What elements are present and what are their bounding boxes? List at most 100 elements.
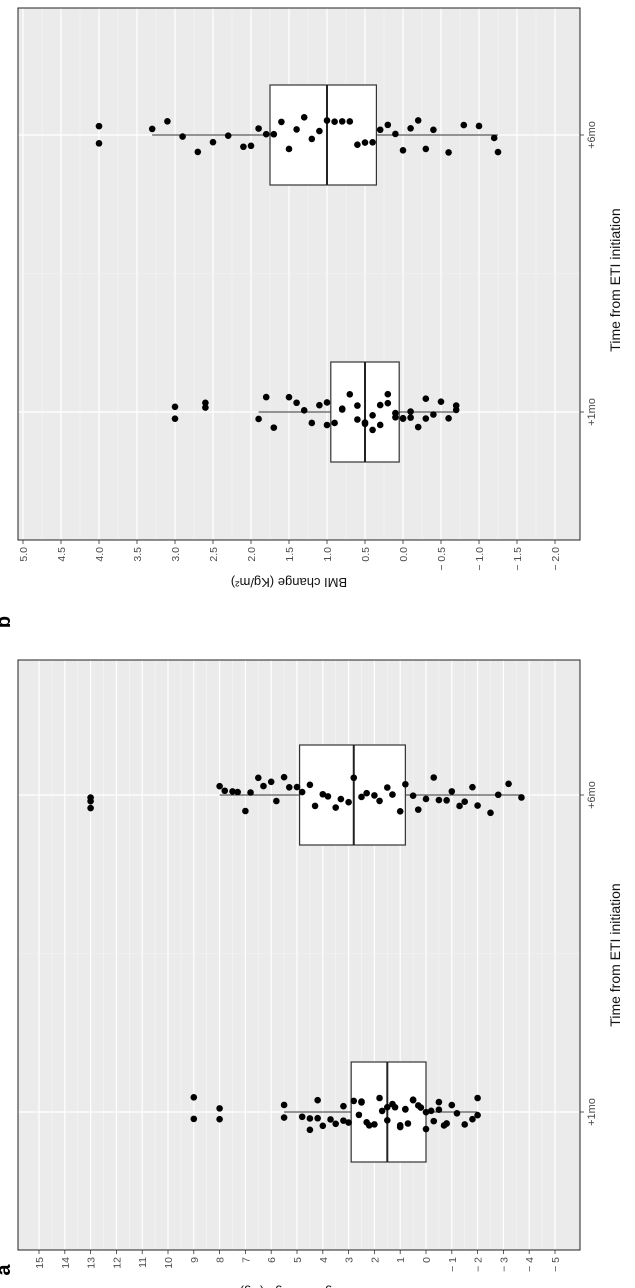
data-point xyxy=(409,792,417,799)
data-point xyxy=(338,406,346,413)
data-point xyxy=(280,773,288,781)
data-point xyxy=(298,788,306,796)
data-point xyxy=(340,1117,347,1124)
data-point xyxy=(453,1109,461,1117)
data-point xyxy=(392,413,399,421)
data-point xyxy=(306,1115,314,1122)
y-tick-label: − 2.0 xyxy=(550,547,562,571)
data-point xyxy=(407,414,414,421)
data-point xyxy=(469,783,476,791)
y-tick-label: 9 xyxy=(189,1257,201,1263)
data-point xyxy=(414,806,422,813)
data-point xyxy=(280,1114,288,1121)
data-point xyxy=(354,141,361,149)
y-tick-label: 4.5 xyxy=(56,547,68,562)
data-point xyxy=(285,784,293,791)
box xyxy=(269,84,378,186)
data-point xyxy=(369,138,376,146)
data-point xyxy=(402,780,409,788)
data-point xyxy=(355,1111,363,1119)
data-point xyxy=(396,1122,404,1129)
data-point xyxy=(202,404,209,411)
data-point xyxy=(392,130,399,138)
data-point xyxy=(461,798,469,805)
data-point xyxy=(247,789,254,796)
y-tick-label: 6 xyxy=(266,1257,278,1263)
data-point xyxy=(435,796,443,804)
data-point xyxy=(95,122,103,130)
y-tick-label: 3 xyxy=(344,1257,356,1263)
y-tick-label: 8 xyxy=(215,1257,227,1263)
y-tick-label: − 4 xyxy=(524,1257,536,1272)
data-point xyxy=(409,1096,417,1103)
data-point xyxy=(285,145,293,153)
data-point xyxy=(365,1122,373,1129)
data-point xyxy=(518,794,525,801)
data-point xyxy=(404,1120,412,1127)
data-point xyxy=(460,121,468,129)
data-point xyxy=(323,399,331,406)
x-axis-title: Time from ETI initiation xyxy=(607,883,623,1026)
data-point xyxy=(430,126,437,134)
data-point xyxy=(300,113,308,121)
data-point xyxy=(414,117,422,124)
data-point xyxy=(474,1111,481,1119)
data-point xyxy=(171,403,179,411)
data-point xyxy=(384,121,392,129)
data-point xyxy=(407,408,414,415)
panel-label: a xyxy=(0,1264,15,1276)
data-point xyxy=(389,791,396,798)
data-point xyxy=(422,415,430,422)
data-point xyxy=(422,395,430,402)
data-point xyxy=(171,415,179,422)
data-point xyxy=(331,118,338,126)
data-point xyxy=(361,419,369,426)
y-tick-label: 10 xyxy=(163,1257,175,1269)
y-tick-label: 5 xyxy=(292,1257,304,1263)
y-axis-title: BMI change (Kg/m²) xyxy=(231,575,347,590)
plot-border xyxy=(17,659,581,1251)
data-point xyxy=(190,1094,198,1101)
data-point xyxy=(311,802,319,810)
y-tick-label: − 3 xyxy=(498,1257,510,1272)
data-point xyxy=(306,1126,314,1134)
data-point xyxy=(306,781,314,789)
y-tick-label: 3.0 xyxy=(170,547,182,562)
data-point xyxy=(216,782,223,790)
data-point xyxy=(260,782,267,790)
data-point xyxy=(448,1101,456,1109)
data-point xyxy=(293,126,300,133)
data-point xyxy=(445,415,452,422)
y-tick-label: 4 xyxy=(318,1257,330,1263)
data-point xyxy=(384,399,392,407)
data-point xyxy=(422,1125,430,1133)
data-point xyxy=(278,118,285,126)
data-point xyxy=(216,1115,223,1123)
data-point xyxy=(234,788,241,796)
data-point xyxy=(346,118,354,125)
data-point xyxy=(487,809,494,817)
data-point xyxy=(414,423,422,431)
data-point xyxy=(399,146,407,154)
x-tick-label: +1mo xyxy=(586,1098,598,1126)
data-point xyxy=(427,1107,435,1115)
data-point xyxy=(164,117,171,125)
y-tick-label: − 1.5 xyxy=(512,547,524,571)
data-point xyxy=(369,411,376,419)
data-point xyxy=(371,792,378,799)
y-tick-label: − 0.5 xyxy=(436,547,448,571)
data-point xyxy=(280,1101,288,1109)
box xyxy=(298,744,406,846)
data-point xyxy=(242,807,249,815)
y-tick-label: − 2 xyxy=(473,1257,485,1272)
data-point xyxy=(179,133,186,140)
data-point xyxy=(346,391,354,398)
data-point xyxy=(298,1113,306,1121)
y-tick-label: 2.0 xyxy=(246,547,258,562)
data-point xyxy=(314,1096,321,1104)
data-point xyxy=(323,421,331,429)
data-point xyxy=(254,774,262,782)
y-tick-label: 13 xyxy=(86,1257,98,1269)
data-point xyxy=(324,793,332,800)
data-point xyxy=(293,783,301,791)
